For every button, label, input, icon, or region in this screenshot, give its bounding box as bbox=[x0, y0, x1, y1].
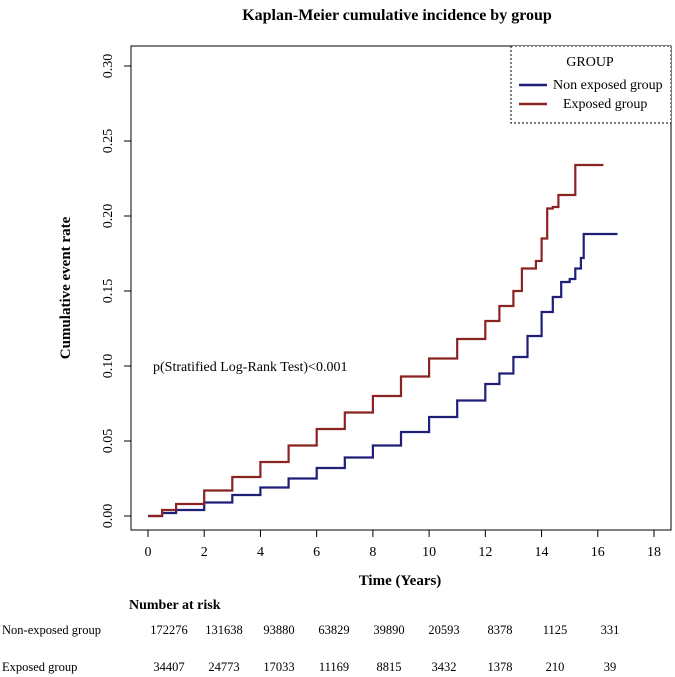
x-tick-label: 2 bbox=[201, 545, 208, 560]
legend-title: GROUP bbox=[566, 55, 614, 70]
risk-value-exposed: 1378 bbox=[488, 660, 513, 674]
risk-value-non-exposed: 172276 bbox=[150, 623, 188, 637]
series-layer bbox=[148, 163, 618, 518]
legend-label-non-exposed: Non exposed group bbox=[553, 78, 663, 93]
risk-value-exposed: 11169 bbox=[319, 660, 349, 674]
x-tick-label: 16 bbox=[591, 545, 605, 560]
risk-value-non-exposed: 39890 bbox=[373, 623, 404, 637]
risk-value-non-exposed: 331 bbox=[601, 623, 620, 637]
y-axis: 0.00 0.05 0.10 0.15 0.20 0.25 0.30 bbox=[101, 54, 132, 529]
x-tick-label: 8 bbox=[369, 545, 376, 560]
x-tick-label: 18 bbox=[647, 545, 661, 560]
x-tick-label: 4 bbox=[257, 545, 264, 560]
x-tick-label: 6 bbox=[313, 545, 320, 560]
series-line-non-exposed bbox=[148, 232, 618, 518]
risk-value-non-exposed: 63829 bbox=[318, 623, 349, 637]
y-tick-label: 0.00 bbox=[101, 504, 116, 529]
x-axis: 0 2 4 6 8 10 12 14 16 18 bbox=[145, 529, 661, 560]
risk-value-non-exposed: 8378 bbox=[488, 623, 513, 637]
x-axis-label: Time (Years) bbox=[359, 573, 442, 589]
y-tick-label: 0.25 bbox=[101, 129, 116, 154]
risk-value-exposed: 8815 bbox=[377, 660, 402, 674]
risk-values: 172276 131638 93880 63829 39890 20593 8378 1125… bbox=[150, 623, 619, 674]
risk-value-exposed: 210 bbox=[546, 660, 565, 674]
legend: GROUP Non exposed group Exposed group bbox=[510, 45, 672, 124]
risk-value-exposed: 39 bbox=[604, 660, 617, 674]
risk-row-label-non-exposed: Non-exposed group bbox=[2, 623, 101, 637]
chart-title: Kaplan-Meier cumulative incidence by gro… bbox=[242, 7, 552, 24]
risk-value-non-exposed: 1125 bbox=[543, 623, 568, 637]
risk-value-exposed: 3432 bbox=[432, 660, 457, 674]
y-axis-label: Cumulative event rate bbox=[58, 216, 74, 359]
x-tick-label: 12 bbox=[478, 545, 492, 560]
y-tick-label: 0.05 bbox=[101, 429, 116, 454]
x-tick-label: 14 bbox=[535, 545, 549, 560]
number-at-risk-table: Number at risk Non-exposed group Exposed… bbox=[2, 598, 619, 674]
p-value-annotation: p(Stratified Log-Rank Test)<0.001 bbox=[153, 360, 347, 375]
risk-value-exposed: 17033 bbox=[263, 660, 294, 674]
y-tick-label: 0.15 bbox=[101, 279, 116, 304]
risk-value-exposed: 34407 bbox=[153, 660, 184, 674]
risk-table-heading: Number at risk bbox=[129, 598, 221, 613]
series-line-exposed bbox=[148, 163, 604, 518]
x-tick-label: 10 bbox=[422, 545, 436, 560]
risk-row-label-exposed: Exposed group bbox=[2, 660, 77, 674]
legend-label-exposed: Exposed group bbox=[563, 97, 647, 112]
y-tick-label: 0.20 bbox=[101, 204, 116, 229]
x-tick-label: 0 bbox=[145, 545, 152, 560]
y-tick-label: 0.30 bbox=[101, 54, 116, 79]
risk-value-non-exposed: 131638 bbox=[205, 623, 243, 637]
risk-value-non-exposed: 20593 bbox=[428, 623, 459, 637]
risk-value-non-exposed: 93880 bbox=[263, 623, 294, 637]
risk-value-exposed: 24773 bbox=[208, 660, 239, 674]
y-tick-label: 0.10 bbox=[101, 354, 116, 379]
